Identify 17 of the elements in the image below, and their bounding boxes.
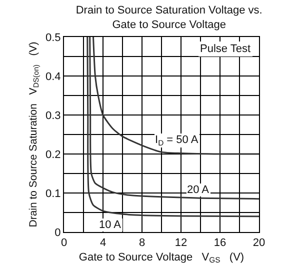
x-tick-label: 4 [100,237,106,250]
annotation: Pulse Test [200,43,251,55]
series-label: I$_{D}$ = 50 A [155,134,199,148]
x-axis-title: Gate to Source Voltage V$_{GS}$ (V) [78,251,244,265]
x-tick-label: 8 [138,237,146,250]
y-tick-label: 0 [54,226,61,239]
y-tick-label: 0.4 [46,70,61,83]
series-label: 20 A [187,184,210,196]
x-tick-label: 12 [174,237,188,250]
y-tick-label: 0.1 [46,188,61,200]
x-tick-label: 20 [252,237,266,250]
x-tick-label: 16 [214,237,226,250]
y-tick-label: 0.5 [46,32,61,44]
series-label: 10 A [99,219,122,231]
y-tick-label: 0.2 [46,148,61,161]
y-tick-label: 0.3 [46,110,61,122]
chart-title: Drain to Source Saturation Voltage vs. Gate to Source Voltage [76,4,262,31]
